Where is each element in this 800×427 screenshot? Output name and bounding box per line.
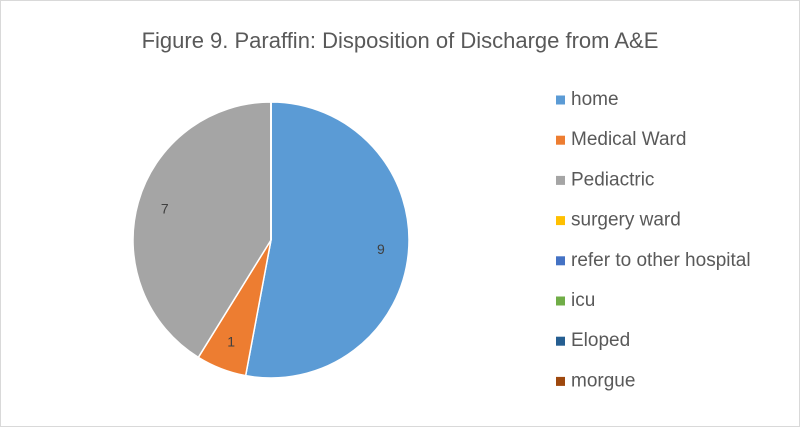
legend-swatch	[556, 296, 565, 306]
legend-label: refer to other hospital	[571, 250, 751, 271]
legend-label: Pediactric	[571, 169, 654, 190]
legend-label: Eloped	[571, 330, 630, 351]
legend-label: surgery ward	[571, 210, 681, 231]
legend-label: home	[571, 89, 619, 110]
pie-slice	[132, 101, 272, 359]
data-label: 9	[377, 241, 385, 257]
legend-swatch	[556, 256, 565, 266]
chart-title: Figure 9. Paraffin: Disposition of Disch…	[142, 28, 659, 53]
legend-swatch	[556, 175, 565, 185]
legend-swatch	[556, 216, 565, 226]
pie-slice	[244, 101, 410, 379]
legend-label: icu	[571, 290, 595, 311]
legend-swatch	[556, 336, 565, 346]
legend-swatch	[556, 135, 565, 145]
data-label: 1	[227, 334, 235, 350]
legend-swatch	[556, 95, 565, 105]
legend-label: morgue	[571, 370, 635, 391]
data-label: 7	[161, 200, 169, 216]
legend-label: Medical Ward	[571, 129, 686, 150]
legend-swatch	[556, 376, 565, 386]
